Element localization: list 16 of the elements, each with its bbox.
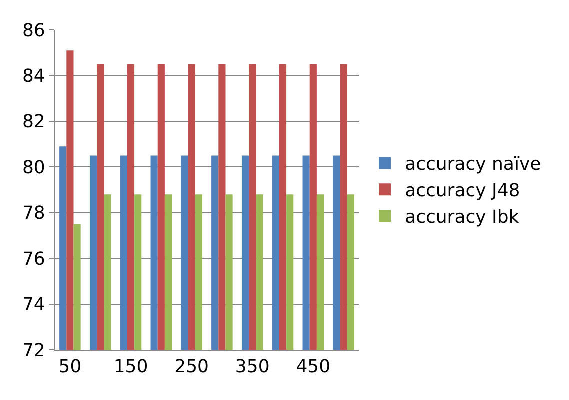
y-tick-label: 74 [22,294,46,316]
y-tick-label: 82 [22,112,46,133]
legend-label: accuracy naïve [405,154,542,176]
legend-label: accuracy J48 [405,180,520,202]
x-tick-label: 450 [296,356,331,378]
x-tick-label: 50 [58,356,82,378]
legend-label: accuracy Ibk [405,207,520,228]
y-tick-label: 84 [22,66,46,88]
y-tick-label: 78 [22,203,46,224]
y-tick-label: 80 [22,157,46,178]
x-tick-label: 150 [114,356,148,378]
y-tick-label: 86 [22,20,46,42]
y-tick-label: 76 [22,248,46,270]
x-tick-label: 350 [235,356,270,378]
y-tick-label: 72 [22,340,46,362]
x-tick-label: 250 [174,356,209,378]
